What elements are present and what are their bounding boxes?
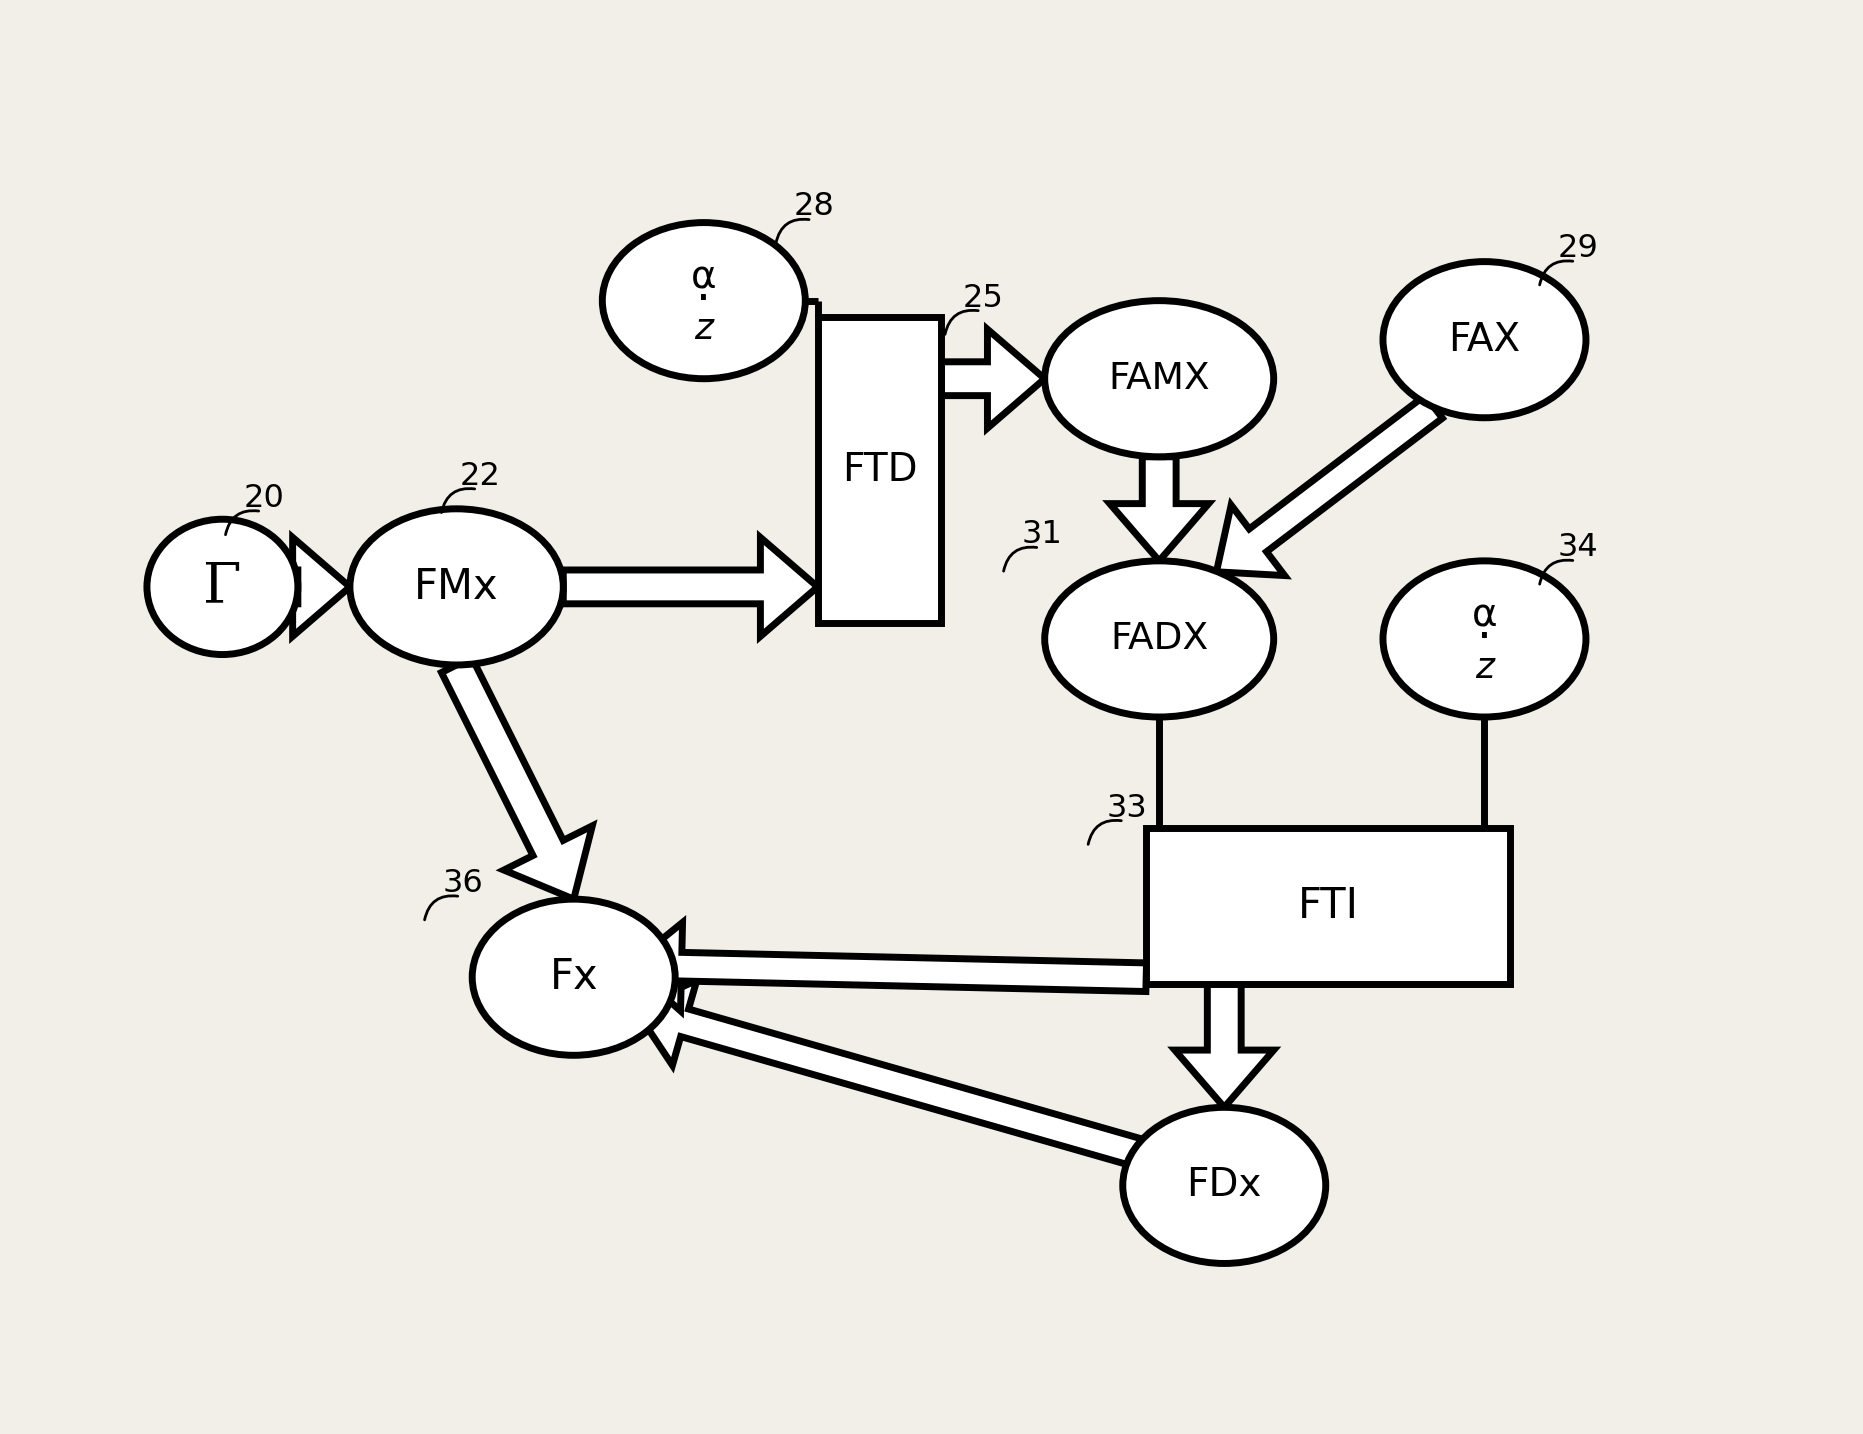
Polygon shape [1217,396,1442,575]
Text: FAMX: FAMX [1108,361,1209,397]
Text: α: α [691,258,717,297]
Text: FAX: FAX [1448,321,1520,358]
Polygon shape [635,981,1148,1167]
Text: ·: · [1477,617,1492,661]
Polygon shape [442,657,592,899]
Polygon shape [1110,457,1209,561]
Polygon shape [563,538,818,637]
Polygon shape [630,922,1146,1011]
Ellipse shape [1045,301,1274,457]
Text: 20: 20 [244,483,285,513]
Text: 36: 36 [443,868,484,899]
Text: FADX: FADX [1110,621,1209,657]
Text: FTI: FTI [1299,885,1358,926]
Polygon shape [941,330,1045,429]
Ellipse shape [471,899,674,1055]
Text: FTD: FTD [842,450,917,489]
Text: Fx: Fx [550,956,598,998]
Text: 22: 22 [460,460,501,492]
Text: FMx: FMx [414,566,499,608]
Text: 31: 31 [1021,519,1062,551]
Text: 34: 34 [1557,532,1598,564]
Text: FDx: FDx [1187,1166,1261,1205]
Ellipse shape [602,222,805,379]
Polygon shape [1176,984,1274,1107]
Bar [1146,827,1511,984]
Ellipse shape [1382,561,1585,717]
Ellipse shape [1123,1107,1326,1263]
Ellipse shape [147,519,298,654]
Text: Γ: Γ [203,559,242,614]
Ellipse shape [1382,261,1585,417]
Text: 28: 28 [794,192,835,222]
Text: 29: 29 [1557,234,1598,264]
Bar [818,317,941,622]
Text: 25: 25 [963,282,1004,314]
Polygon shape [292,538,350,637]
Text: α: α [1472,597,1498,634]
Ellipse shape [350,509,563,665]
Text: z: z [1475,651,1494,684]
Text: 33: 33 [1107,793,1148,823]
Text: ·: · [697,278,712,323]
Ellipse shape [1045,561,1274,717]
Text: z: z [695,313,714,346]
